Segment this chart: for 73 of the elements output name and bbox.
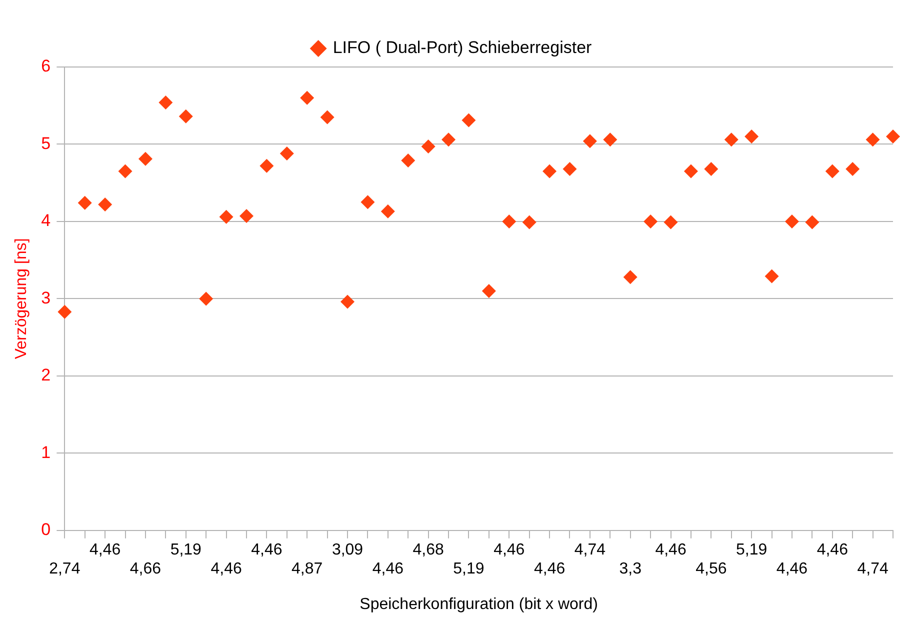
x-tick-label: 4,87	[292, 560, 323, 578]
point	[502, 214, 516, 228]
point	[340, 294, 355, 309]
point	[78, 196, 92, 210]
point	[158, 96, 173, 110]
point	[603, 132, 618, 147]
legend-label: LIFO ( Dual-Port) Schieberregister	[332, 38, 592, 58]
point	[138, 152, 152, 166]
point	[199, 292, 214, 306]
x-tick-label: 4,46	[776, 560, 808, 578]
x-tick-label: 5,19	[453, 560, 484, 578]
x-tick-label: 4,68	[412, 541, 444, 558]
point	[764, 269, 779, 284]
x-axis-title: Speicherkonfiguration (bit x word)	[360, 596, 598, 613]
point	[825, 164, 840, 178]
point	[482, 284, 496, 298]
point	[784, 214, 799, 228]
x-tick-label: 5,19	[170, 541, 202, 558]
x-tick-label: 4,46	[655, 541, 686, 558]
x-tick-label: 4,56	[696, 560, 727, 578]
point	[118, 164, 132, 178]
x-tick-label: 4,46	[210, 560, 242, 578]
point	[260, 158, 274, 173]
x-tick-label: 3,09	[332, 541, 364, 558]
point	[664, 215, 678, 230]
point	[886, 130, 900, 144]
x-tick-label: 4,46	[89, 541, 121, 558]
y-tick-label: 2	[41, 366, 51, 385]
x-tick-label: 4,46	[816, 541, 848, 558]
point	[805, 215, 820, 230]
point	[866, 132, 880, 147]
point	[401, 153, 416, 168]
point	[846, 162, 860, 176]
point	[522, 215, 536, 230]
x-tick-label: 2,74	[49, 560, 80, 578]
y-tick-label: 3	[41, 288, 51, 308]
y-tick-label: 4	[41, 211, 51, 230]
x-tick-label: 4,74	[857, 560, 888, 578]
point	[724, 132, 738, 147]
point	[360, 195, 375, 210]
point	[280, 146, 294, 160]
point	[462, 113, 476, 128]
x-tick-label: 5,19	[736, 541, 768, 558]
point	[320, 110, 334, 124]
point	[684, 164, 698, 178]
point	[562, 162, 577, 176]
x-tick-label: 4,46	[494, 541, 525, 558]
point	[542, 164, 557, 178]
point	[744, 130, 759, 144]
x-tick-label: 4,46	[372, 560, 404, 578]
point	[98, 197, 112, 212]
point	[421, 140, 436, 154]
point	[300, 90, 314, 105]
x-tick-label: 4,46	[534, 560, 566, 578]
point	[219, 210, 234, 224]
x-tick-label: 4,46	[251, 541, 282, 558]
point	[178, 109, 193, 124]
x-tick-label: 4,66	[130, 560, 162, 578]
point	[582, 134, 597, 148]
point	[704, 162, 718, 176]
y-tick-label: 1	[41, 442, 51, 462]
x-tick-label: 4,74	[574, 541, 606, 558]
point	[380, 204, 395, 218]
point	[239, 209, 254, 224]
point	[623, 270, 638, 284]
y-tick-label: 0	[41, 520, 51, 540]
point	[442, 132, 456, 147]
y-tick-label: 6	[41, 56, 51, 76]
y-axis-title: Verzögerung [ns]	[13, 238, 30, 360]
y-tick-label: 5	[41, 134, 51, 153]
point	[644, 214, 658, 228]
x-tick-label: 3,3	[619, 560, 642, 578]
point	[58, 304, 72, 319]
